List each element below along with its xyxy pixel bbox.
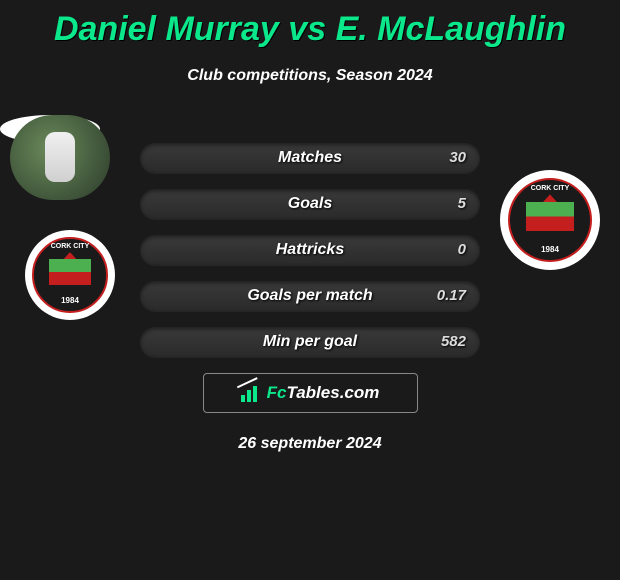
stat-value: 5 xyxy=(458,189,466,219)
brand-prefix: Fc xyxy=(267,383,287,402)
badge-inner: CORK CITY 1984 xyxy=(32,237,108,313)
brand-text: FcTables.com xyxy=(267,383,380,403)
stat-label: Min per goal xyxy=(140,327,480,357)
stat-row: Goals 5 xyxy=(140,189,480,219)
page-title: Daniel Murray vs E. McLaughlin xyxy=(0,0,620,49)
badge-stripe xyxy=(526,202,574,231)
stat-value: 30 xyxy=(449,143,466,173)
player1-photo xyxy=(10,115,110,200)
brand-box: FcTables.com xyxy=(203,373,418,413)
stat-label: Goals per match xyxy=(140,281,480,311)
stat-label: Matches xyxy=(140,143,480,173)
vs-text: vs xyxy=(288,10,326,48)
stats-bars: Matches 30 Goals 5 Hattricks 0 Goals per… xyxy=(140,143,480,357)
chart-icon xyxy=(241,384,263,402)
stat-row: Hattricks 0 xyxy=(140,235,480,265)
badge-year: 1984 xyxy=(510,245,590,254)
stat-label: Hattricks xyxy=(140,235,480,265)
stat-value: 582 xyxy=(441,327,466,357)
player2-club-badge: CORK CITY 1984 xyxy=(500,170,600,270)
badge-stripe xyxy=(49,259,92,285)
player2-name: E. McLaughlin xyxy=(336,10,566,48)
content-area: CORK CITY 1984 CORK CITY 1984 Matches 30… xyxy=(0,115,620,453)
badge-year: 1984 xyxy=(34,296,106,305)
badge-club-name: CORK CITY xyxy=(510,185,590,192)
stat-row: Goals per match 0.17 xyxy=(140,281,480,311)
stat-value: 0.17 xyxy=(437,281,466,311)
stat-row: Min per goal 582 xyxy=(140,327,480,357)
stat-value: 0 xyxy=(458,235,466,265)
subtitle: Club competitions, Season 2024 xyxy=(0,67,620,85)
brand-suffix: Tables.com xyxy=(286,383,379,402)
player1-name: Daniel Murray xyxy=(54,10,279,48)
stat-label: Goals xyxy=(140,189,480,219)
badge-inner: CORK CITY 1984 xyxy=(508,178,592,262)
player1-club-badge: CORK CITY 1984 xyxy=(25,230,115,320)
badge-club-name: CORK CITY xyxy=(34,243,106,250)
stat-row: Matches 30 xyxy=(140,143,480,173)
date-text: 26 september 2024 xyxy=(0,435,620,453)
